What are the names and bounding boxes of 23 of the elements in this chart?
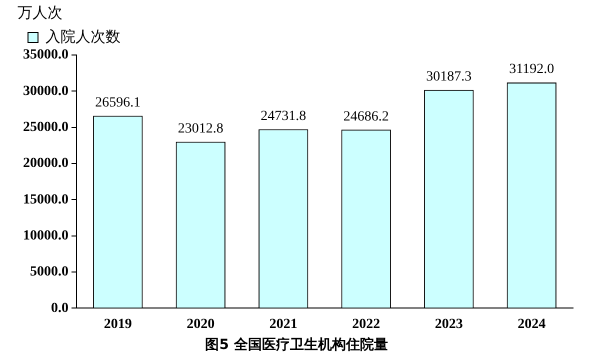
x-tick-label: 2022 [352, 317, 380, 332]
y-tick-label: 25000.0 [23, 120, 68, 135]
y-tick-label: 15000.0 [23, 192, 68, 208]
y-tick-label: 20000.0 [23, 156, 68, 172]
x-tick-label: 2023 [434, 317, 463, 332]
x-tick-label: 2020 [186, 317, 215, 332]
x-tick-label: 2019 [104, 317, 132, 332]
x-tick-label: 2021 [269, 317, 298, 332]
data-label: 30187.3 [426, 69, 472, 84]
data-label: 23012.8 [178, 121, 224, 136]
y-tick-label: 10000.0 [23, 228, 68, 244]
legend-label: 入院人次数 [46, 27, 120, 46]
y-tick-label: 30000.0 [23, 84, 68, 99]
y-tick-label: 35000.0 [23, 48, 68, 63]
text: 图5 全国医疗卫生机构住院量 [204, 336, 389, 354]
data-label: 31192.0 [509, 62, 554, 78]
x-tick-label: 2024 [518, 317, 546, 332]
data-label: 26596.1 [95, 95, 141, 110]
data-label: 24731.8 [260, 108, 306, 124]
y-axis-title: 万人次 [18, 3, 62, 22]
y-tick-label: 5000.0 [30, 264, 68, 280]
data-label: 24686.2 [343, 109, 389, 124]
y-tick-label: 0.0 [51, 300, 68, 316]
